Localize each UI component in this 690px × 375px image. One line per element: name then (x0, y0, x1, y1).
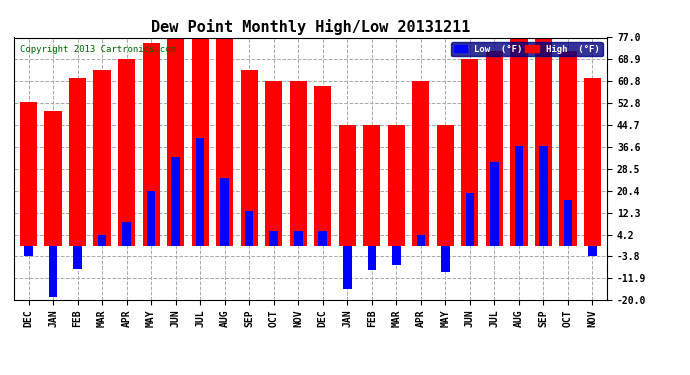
Bar (314, 86, 331, 246)
Legend: Low  (°F), High  (°F): Low (°F), High (°F) (451, 42, 602, 56)
Bar (466, 193, 474, 246)
Bar (486, 51, 503, 246)
Bar (216, 38, 233, 246)
Bar (343, 246, 352, 289)
Bar (98, 234, 106, 246)
Bar (73, 246, 82, 269)
Bar (539, 146, 548, 246)
Bar (417, 234, 425, 246)
Text: Copyright 2013 Cartronics.com: Copyright 2013 Cartronics.com (20, 45, 176, 54)
Bar (192, 38, 209, 246)
Bar (167, 38, 184, 246)
Bar (122, 222, 131, 246)
Bar (560, 51, 577, 246)
Bar (392, 246, 401, 265)
Bar (368, 246, 376, 270)
Bar (24, 246, 33, 256)
Bar (49, 246, 57, 297)
Bar (245, 211, 253, 246)
Bar (584, 78, 601, 246)
Bar (339, 125, 356, 246)
Bar (294, 231, 302, 246)
Bar (441, 246, 450, 272)
Bar (118, 59, 135, 246)
Bar (265, 81, 282, 246)
Bar (171, 157, 180, 246)
Bar (290, 81, 307, 246)
Bar (143, 43, 159, 246)
Bar (511, 38, 528, 246)
Bar (388, 125, 405, 246)
Title: Dew Point Monthly High/Low 20131211: Dew Point Monthly High/Low 20131211 (151, 19, 470, 35)
Bar (363, 125, 380, 246)
Bar (269, 231, 278, 246)
Bar (69, 78, 86, 246)
Bar (437, 125, 454, 246)
Bar (93, 70, 110, 246)
Bar (20, 102, 37, 246)
Bar (490, 162, 499, 246)
Bar (462, 59, 478, 246)
Bar (588, 246, 597, 256)
Bar (535, 38, 552, 246)
Bar (147, 190, 155, 246)
Bar (564, 200, 572, 246)
Bar (319, 231, 327, 246)
Bar (412, 81, 429, 246)
Bar (196, 138, 204, 246)
Bar (220, 178, 229, 246)
Bar (515, 146, 523, 246)
Bar (241, 70, 258, 246)
Bar (44, 111, 61, 246)
